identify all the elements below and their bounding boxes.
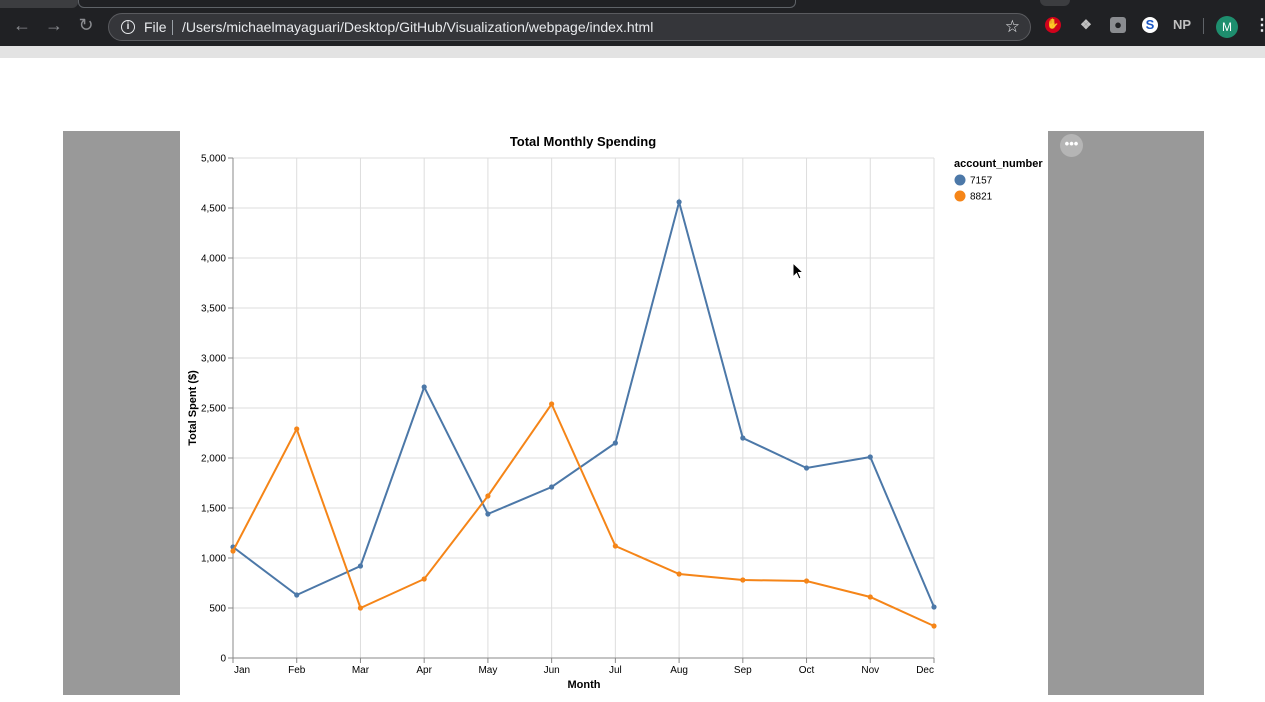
axes: 0 500 1,000 1,500 2,000 2,500 3,000 3,500 4,000 4… <box>201 154 935 676</box>
file-label: File <box>144 19 167 35</box>
data-point <box>740 435 746 441</box>
back-arrow-icon[interactable]: ← <box>13 15 31 35</box>
y-tick-label: 2,500 <box>201 404 226 415</box>
data-point <box>294 592 300 598</box>
data-point <box>357 605 364 611</box>
kebab-menu-icon[interactable]: ⋮ <box>1254 17 1265 34</box>
data-point <box>676 199 682 205</box>
y-tick-label: 4,500 <box>201 204 226 215</box>
data-point <box>230 548 236 554</box>
data-point <box>294 426 300 432</box>
data-point <box>867 454 873 460</box>
y-tick-label: 500 <box>209 604 226 615</box>
data-point <box>612 543 618 549</box>
x-tick-label: Jul <box>609 665 622 676</box>
lightbulb-extension-icon[interactable]: ● <box>1110 17 1126 33</box>
browser-tab[interactable] <box>1040 0 1070 6</box>
legend-symbol-7157 <box>954 174 966 186</box>
data-point <box>421 576 427 582</box>
series-lines <box>230 198 937 629</box>
x-tick-label: Aug <box>670 665 688 676</box>
y-tick-label: 1,000 <box>201 554 226 565</box>
address-separator <box>172 20 173 35</box>
data-point <box>867 594 873 600</box>
data-point <box>740 577 746 583</box>
y-tick-label: 0 <box>220 654 226 665</box>
x-tick-label: Mar <box>352 665 370 676</box>
data-point <box>676 571 682 577</box>
x-tick-label: May <box>478 665 497 676</box>
x-tick-label: Sep <box>734 665 752 676</box>
toolbar-separator <box>1203 18 1204 34</box>
data-point <box>549 484 555 490</box>
chart-title: Total Monthly Spending <box>510 134 656 149</box>
data-point <box>803 465 810 471</box>
browser-toolbar: ← → ↻ i File /Users/michaelmayaguari/Des… <box>0 0 1265 46</box>
x-tick-label: Oct <box>799 665 815 676</box>
data-point <box>485 493 491 499</box>
data-point <box>612 440 618 446</box>
y-tick-label: 4,000 <box>201 254 226 265</box>
y-tick-label: 5,000 <box>201 154 226 165</box>
right-gray-panel <box>1048 131 1204 695</box>
series-line-8821 <box>232 401 935 627</box>
x-tick-label: Feb <box>288 665 306 676</box>
browser-tab[interactable] <box>0 0 78 8</box>
y-axis-title: Total Spent ($) <box>187 370 199 446</box>
mouse-cursor-icon <box>792 262 805 280</box>
grid-lines <box>232 157 935 659</box>
bookmark-star-icon[interactable]: ☆ <box>1004 17 1020 36</box>
y-tick-label: 1,500 <box>201 504 226 515</box>
legend: account_number 7157 8821 <box>954 158 1043 203</box>
y-tick-label: 3,000 <box>201 354 226 365</box>
data-point <box>549 401 555 407</box>
legend-label: 8821 <box>970 192 993 203</box>
page-top-strip <box>0 46 1265 58</box>
data-point <box>931 604 937 610</box>
data-point <box>357 563 364 569</box>
x-axis-title: Month <box>568 679 601 691</box>
url-text[interactable]: /Users/michaelmayaguari/Desktop/GitHub/V… <box>182 19 654 35</box>
s-extension-icon[interactable]: S <box>1142 17 1158 33</box>
address-bar[interactable]: i File /Users/michaelmayaguari/Desktop/G… <box>108 13 1031 41</box>
left-gray-panel <box>63 131 180 695</box>
profile-avatar[interactable]: M <box>1216 16 1238 38</box>
reload-icon[interactable]: ↻ <box>78 15 94 35</box>
stop-hand-extension-icon[interactable]: ✋ <box>1045 17 1061 33</box>
y-tick-label: 3,500 <box>201 304 226 315</box>
legend-label: 7157 <box>970 176 993 187</box>
x-tick-label: Dec <box>916 665 934 676</box>
dropbox-extension-icon[interactable]: ❖ <box>1080 17 1092 32</box>
chart-actions-button[interactable]: ••• <box>1060 134 1083 157</box>
legend-symbol-8821 <box>954 190 966 202</box>
legend-title: account_number <box>954 158 1043 170</box>
data-point <box>485 511 491 517</box>
x-tick-label: Apr <box>416 665 432 676</box>
data-point <box>421 384 427 390</box>
x-tick-label: Nov <box>861 665 879 676</box>
data-point <box>803 578 810 584</box>
browser-tab-active[interactable] <box>78 0 796 8</box>
y-tick-label: 2,000 <box>201 454 226 465</box>
x-tick-label: Jan <box>234 665 250 676</box>
x-tick-label: Jun <box>544 665 560 676</box>
forward-arrow-icon[interactable]: → <box>45 15 63 35</box>
data-point <box>931 623 937 629</box>
info-icon[interactable]: i <box>121 20 135 34</box>
series-line-7157 <box>232 198 935 608</box>
np-extension-icon[interactable]: NP <box>1172 17 1192 32</box>
